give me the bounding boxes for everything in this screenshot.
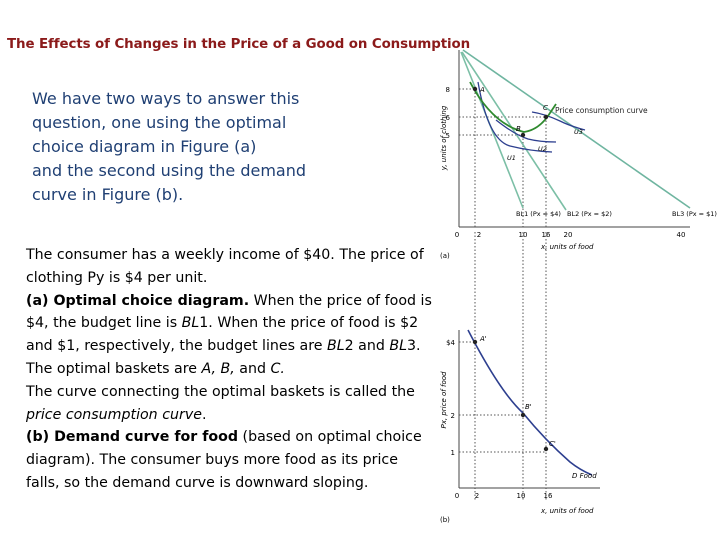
label-a: A: [479, 86, 485, 94]
optimal-choice-text-2: 1. When the price of food is $2 and $1, …: [26, 315, 419, 355]
point-b-prime: [520, 412, 526, 418]
optimal-choice-paragraph: (a) Optimal choice diagram. When the pri…: [26, 290, 434, 358]
label-b-prime: B': [525, 403, 532, 411]
fig-b-ytick-4: $4: [446, 339, 455, 347]
budget-line-bl2: [461, 51, 567, 211]
bl2-ref: BL: [327, 338, 345, 355]
label-d-food: D Food: [572, 472, 597, 480]
baskets-c: C.: [270, 360, 285, 377]
baskets-text: The optimal baskets are: [26, 360, 202, 377]
label-u2: U2: [538, 145, 547, 153]
fig-b-panel-label: (b): [440, 516, 450, 524]
optimal-choice-text-3: 2 and: [344, 338, 390, 355]
label-bl2: BL2 (Px = $2): [567, 210, 612, 218]
intro-text: We have two ways to answer this question…: [32, 87, 332, 207]
fig-b-ylabel: Px, price of food: [440, 371, 448, 428]
demand-prefix: (b): [26, 429, 55, 446]
fig-a-xtick-20: 20: [564, 231, 573, 239]
pcc-end: .: [201, 406, 207, 423]
pcc-paragraph: The curve connecting the optimal baskets…: [26, 381, 434, 427]
pcc-text: The curve connecting the optimal baskets…: [26, 383, 415, 400]
fig-a-panel-label: (a): [440, 252, 450, 260]
intro-paragraph-1: We have two ways to answer this question…: [32, 89, 300, 156]
point-a: [472, 86, 478, 92]
fig-a-xtick-2: 2: [477, 231, 481, 239]
fig-a-xtick-16: 16: [542, 231, 551, 239]
label-bl3: BL3 (Px = $1): [672, 210, 717, 218]
optimal-choice-text-1: When the price of food is $4, the budget…: [26, 292, 432, 332]
fig-b-xtick-2: 2: [475, 492, 479, 500]
label-c: C: [543, 104, 548, 112]
demand-paragraph: (b) Demand curve for food (based on opti…: [26, 426, 434, 494]
indifference-curve-u1: [477, 81, 553, 153]
fig-a-xlabel: x, units of food: [540, 243, 594, 251]
slide-title: The Effects of Changes in the Price of a…: [7, 37, 471, 52]
label-pcc: Price consumption curve: [555, 106, 648, 115]
label-b: B: [516, 125, 521, 133]
fig-a-ytick-6: 6: [446, 114, 451, 122]
fig-b-xtick-10: 10: [517, 492, 526, 500]
fig-b-ytick-2: 2: [451, 412, 455, 420]
fig-a-xtick-10: 10: [519, 231, 528, 239]
fig-b-ytick-1: 1: [451, 449, 455, 457]
label-u1: U1: [507, 154, 516, 162]
label-bl1: BL1 (Px = $4): [516, 210, 561, 218]
indifference-curve-u2: [495, 119, 557, 143]
pcc-term: price consumption curve: [26, 406, 202, 423]
indifference-curve-u3: [531, 111, 586, 131]
label-c-prime: C': [549, 440, 556, 448]
label-a-prime: A': [479, 335, 487, 343]
bl1-ref: BL: [181, 315, 200, 332]
optimal-choice-text-4: 3.: [407, 338, 421, 355]
label-u3: U3: [574, 128, 583, 136]
fig-a-ytick-5: 5: [446, 132, 450, 140]
budget-line-bl3: [462, 49, 691, 209]
point-b: [520, 132, 526, 138]
body-text: The consumer has a weekly income of $40.…: [26, 244, 434, 495]
fig-b-xtick-16: 16: [544, 492, 553, 500]
fig-a-ytick-8: 8: [446, 86, 450, 94]
point-c-prime: [543, 446, 549, 452]
baskets-ab: A, B,: [201, 360, 235, 377]
optimal-choice-heading: (a) Optimal choice diagram.: [26, 292, 250, 309]
fig-b-xtick-0: 0: [455, 492, 459, 500]
income-text: The consumer has a weekly income of $40.…: [26, 247, 424, 286]
bl3-ref: BL: [389, 338, 408, 355]
baskets-and: and: [234, 360, 271, 377]
income-paragraph: The consumer has a weekly income of $40.…: [26, 244, 434, 290]
figure-a: A B C Price consumption curve U1 U2 U3 B…: [440, 49, 717, 500]
point-a-prime: [472, 339, 478, 345]
price-consumption-curve: [469, 81, 557, 133]
point-c: [543, 114, 549, 120]
fig-b-xlabel: x, units of food: [540, 507, 594, 515]
fig-a-xtick-0: 0: [455, 231, 459, 239]
fig-a-ylabel: y, units of clothing: [440, 105, 448, 171]
optimal-baskets-paragraph: The optimal baskets are A, B, and C.: [26, 358, 434, 381]
demand-heading: Demand curve for food: [54, 429, 239, 446]
demand-text: (based on optimal choice diagram). The c…: [26, 429, 422, 491]
intro-paragraph-2: and the second using the demand curve in…: [32, 161, 307, 204]
figure-b: A' B' C' D Food $4 2 1 0 2 10 16 x, unit…: [440, 329, 600, 524]
demand-curve: [467, 329, 593, 476]
fig-a-xtick-40: 40: [677, 231, 686, 239]
